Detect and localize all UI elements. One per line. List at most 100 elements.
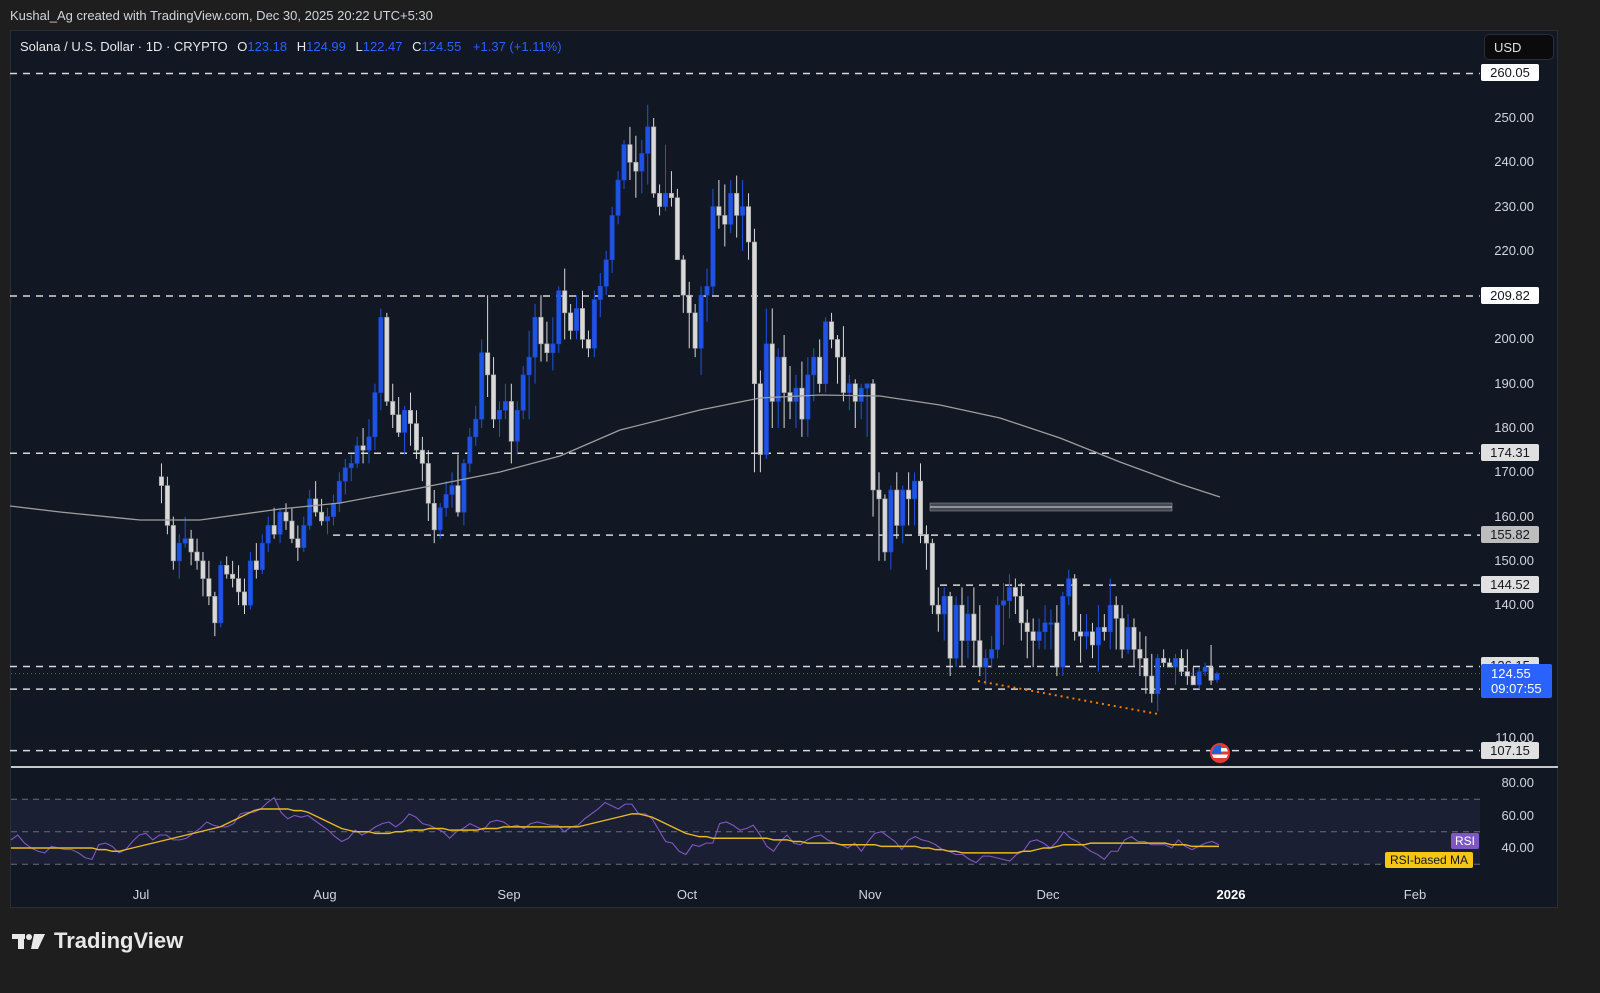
candle-down (188, 538, 194, 553)
candle-up (301, 525, 307, 548)
candle-up (941, 595, 947, 615)
candle-down (1089, 631, 1095, 646)
candle-down (206, 578, 212, 597)
candle-down (253, 560, 259, 571)
level-price-tag: 209.82 (1481, 286, 1539, 304)
time-axis-tick: Dec (1036, 887, 1060, 902)
tradingview-logo: TradingView (12, 928, 183, 954)
candle-up (259, 542, 265, 571)
candle-down (746, 206, 752, 243)
candle-down (241, 591, 247, 606)
candle-down (413, 423, 419, 451)
low-value: 122.47 (362, 39, 403, 54)
candle-down (431, 502, 437, 531)
candle-down (408, 409, 414, 424)
candle-up (965, 613, 971, 641)
candle-down (906, 489, 912, 500)
candle-up (574, 308, 580, 331)
candle-down (1078, 631, 1084, 637)
candle-down (1190, 675, 1196, 686)
rsi-ma-line[interactable] (11, 808, 1219, 854)
chart-panel[interactable] (10, 30, 1558, 908)
candle-down (769, 343, 775, 402)
trendline-dotted[interactable] (977, 680, 1159, 715)
candle-up (846, 383, 852, 393)
price-axis-tick: 200.00 (1494, 331, 1534, 347)
candle-up (277, 511, 283, 535)
rsi-badge: RSI (1451, 833, 1480, 849)
candle-up (811, 356, 817, 376)
candle-down (491, 374, 497, 420)
candle-up (1048, 622, 1054, 625)
candle-down (562, 290, 568, 314)
candle-up (1066, 578, 1072, 597)
candle-down (1208, 666, 1214, 681)
candle-down (384, 316, 390, 402)
candle-down (716, 206, 722, 216)
candle-up (496, 409, 502, 420)
candle-up (912, 480, 918, 500)
candle-up (324, 516, 330, 522)
candle-down (977, 640, 983, 668)
candle-down (894, 489, 900, 526)
candle-up (639, 153, 645, 172)
candle-down (799, 387, 805, 420)
candle-up (864, 383, 870, 389)
level-price-tag: 155.82 (1481, 526, 1539, 544)
ma200-line[interactable] (9, 394, 1221, 521)
candle-up (704, 285, 710, 296)
brand-name: TradingView (54, 928, 184, 953)
rsi-axis-tick: 40.00 (1501, 840, 1534, 855)
candle-up (1202, 666, 1208, 672)
us-flag-event-icon[interactable] (1210, 743, 1230, 763)
candle-down (568, 312, 574, 331)
open-label: O (237, 39, 248, 54)
candle-down (170, 525, 176, 562)
candle-up (900, 489, 906, 526)
candle-up (983, 657, 989, 668)
candle-down (164, 485, 170, 526)
level-price-tag: 260.05 (1481, 64, 1539, 82)
candle-down (692, 312, 698, 349)
candle-down (651, 126, 657, 194)
candle-down (455, 485, 461, 513)
candle-down (834, 339, 840, 358)
time-axis-tick: Oct (676, 887, 698, 902)
symbol-legend: Solana / U.S. Dollar · 1D · CRYPTO O123.… (20, 39, 562, 54)
candle-down (158, 476, 164, 486)
candle-up (621, 144, 627, 181)
candle-down (840, 356, 846, 393)
candle-down (425, 463, 431, 504)
candle-up (645, 126, 651, 154)
candle-down (271, 525, 277, 535)
candle-down (396, 414, 402, 433)
candle-down (1137, 649, 1143, 659)
candle-down (230, 573, 236, 579)
candle-down (390, 401, 396, 416)
close-value: 124.55 (421, 39, 462, 54)
currency-button[interactable]: USD (1484, 34, 1554, 60)
time-axis-tick: 2026 (1216, 887, 1246, 902)
candle-up (888, 489, 894, 553)
candle-down (538, 316, 544, 345)
candle-up (182, 538, 188, 544)
candle-up (1001, 600, 1007, 606)
candle-up (1155, 657, 1161, 695)
price-axis-tick: 240.00 (1494, 154, 1534, 170)
candle-up (526, 356, 532, 376)
candle-up (995, 604, 1001, 650)
symbol-title[interactable]: Solana / U.S. Dollar · 1D · CRYPTO (20, 39, 228, 54)
candle-up (609, 215, 615, 261)
rsi-line[interactable] (10, 796, 1220, 864)
candle-up (532, 316, 538, 358)
candle-up (449, 485, 455, 495)
candle-down (1178, 657, 1184, 672)
candle-down (971, 613, 977, 641)
candle-down (959, 604, 965, 641)
candle-up (372, 392, 378, 438)
candle-down (1184, 671, 1190, 677)
candle-down (627, 144, 633, 163)
price-axis-tick: 250.00 (1494, 110, 1534, 125)
level-price-tag: 144.52 (1481, 576, 1539, 594)
